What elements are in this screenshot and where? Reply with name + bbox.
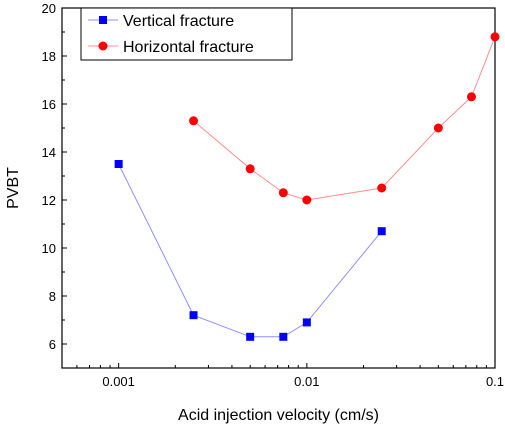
data-point-circle [377, 183, 387, 193]
x-tick-label: 0.1 [486, 374, 504, 389]
data-point-circle [466, 92, 476, 102]
series-line-1 [118, 163, 383, 338]
y-tick-label: 18 [42, 49, 56, 64]
series-line-2 [193, 36, 496, 201]
legend-marker-square [99, 16, 107, 24]
x-tick-label: 0.001 [102, 374, 135, 389]
y-tick-label: 14 [42, 145, 56, 160]
legend-label-2: Horizontal fracture [123, 39, 254, 56]
data-point-square [114, 160, 123, 168]
axis-ticks: 6 8 10 12 14 16 18 20 0.001 0.01 0.1 [42, 1, 505, 389]
plot-frame [61, 7, 496, 369]
y-tick-label: 20 [42, 1, 56, 16]
data-point-circle [302, 195, 312, 205]
legend-marker-circle [98, 41, 108, 51]
y-axis-title: PVBT [5, 167, 22, 209]
legend-label-1: Vertical fracture [123, 13, 234, 30]
y-tick-label: 16 [42, 97, 56, 112]
data-point-square [246, 332, 255, 341]
series-layer [114, 32, 500, 341]
data-point-circle [490, 32, 500, 42]
data-point-circle [189, 116, 199, 126]
x-tick-label: 0.01 [294, 374, 319, 389]
x-axis-title: Acid injection velocity (cm/s) [178, 407, 379, 424]
data-point-square [189, 311, 198, 320]
legend: Vertical fracture Horizontal fracture [80, 7, 293, 61]
data-point-square [279, 332, 288, 341]
plot-border [61, 7, 496, 369]
data-point-circle [433, 123, 443, 133]
data-point-circle [278, 188, 288, 198]
data-point-circle [245, 164, 255, 174]
data-point-square [302, 318, 311, 327]
y-tick-label: 10 [42, 241, 56, 256]
y-tick-label: 12 [42, 193, 56, 208]
y-tick-label: 8 [49, 289, 56, 304]
legend-box [80, 7, 293, 61]
data-point-square [377, 227, 386, 236]
y-tick-label: 6 [49, 337, 56, 352]
